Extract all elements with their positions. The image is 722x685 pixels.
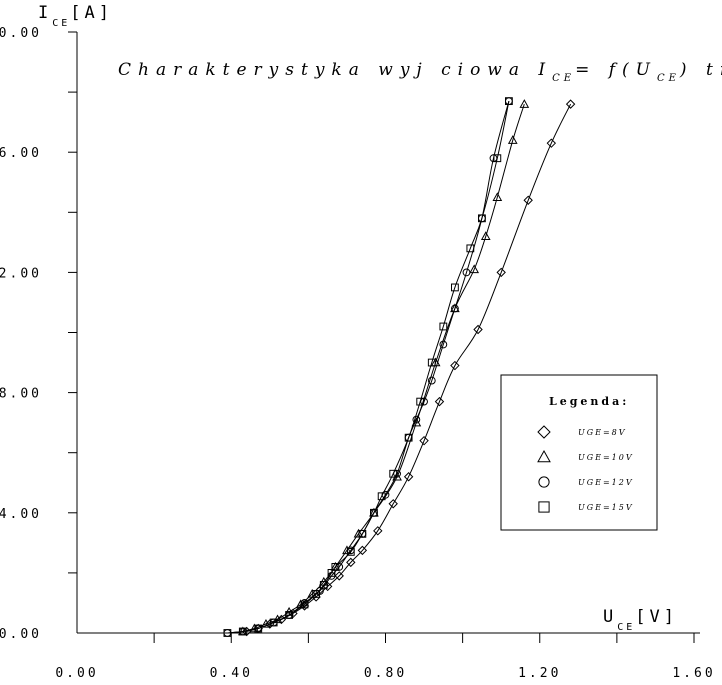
legend-entries: UGE=8V UGE=10V UGE=12V UGE=15V (537, 425, 634, 513)
legend-entry-label: UGE=12V (578, 478, 634, 487)
x-tick-label: 0.40 (210, 666, 253, 681)
data-point-square (389, 469, 398, 478)
data-point-circle (462, 268, 471, 277)
data-point-diamond (346, 557, 356, 568)
chart-title-suffix: ) tranzystora IGBT (679, 60, 722, 80)
legend-marker-square (538, 501, 550, 513)
data-point-square (404, 433, 413, 442)
data-point-diamond (373, 526, 383, 536)
legend-entry-label: UGE=10V (578, 453, 634, 462)
series-line (246, 103, 572, 632)
data-point-square (300, 600, 309, 609)
legend-entry-label: UGE=15V (578, 503, 634, 512)
data-point-circle (439, 340, 448, 349)
x-tick-label: 1.20 (518, 666, 561, 681)
data-point-triangle (261, 618, 271, 628)
legend-title: Legenda: (549, 395, 629, 408)
y-axis-label-main: I (38, 3, 52, 23)
data-point-square (505, 97, 513, 106)
legend-box (500, 374, 658, 531)
y-axis-label: ICE[A] (38, 3, 113, 29)
tick-labels: 0.00 0.40 0.80 1.20 1.60 0.00 4.00 8.00 12.00 16.… (0, 26, 715, 681)
data-point-square (416, 397, 425, 406)
data-point-diamond (419, 435, 429, 446)
y-tick-label: 12.00 (0, 266, 42, 281)
data-point-circle (412, 415, 421, 424)
data-point-diamond (523, 195, 533, 205)
data-point-diamond (403, 472, 414, 482)
data-point-square (427, 358, 436, 367)
data-point-diamond (496, 267, 506, 278)
data-point-diamond (334, 571, 344, 581)
data-point-square (285, 611, 293, 619)
series-line (227, 100, 510, 634)
data-point-triangle (519, 99, 530, 108)
chart-title-prefix-sub: CE (552, 73, 575, 84)
x-axis-label-sub: CE (617, 622, 635, 633)
legend-marker-triangle (537, 449, 551, 463)
data-point-square (312, 590, 320, 598)
series-line (227, 101, 510, 634)
y-axis-label-sub: CE (52, 18, 70, 29)
data-point-square (451, 283, 459, 292)
data-point-diamond (311, 592, 321, 602)
data-point-square (238, 627, 247, 636)
x-axis-label-unit: [V] (635, 607, 678, 627)
data-point-square (254, 624, 263, 633)
data-point-triangle (492, 192, 503, 201)
legend-marker-circle (538, 476, 550, 488)
series-line (242, 103, 525, 632)
data-point-square (466, 244, 475, 253)
series-markers (223, 97, 576, 637)
y-tick-label: 16.00 (0, 146, 42, 161)
data-point-diamond (565, 99, 576, 109)
data-point-square (439, 322, 448, 331)
series-curves (227, 100, 572, 634)
data-point-square (269, 618, 278, 627)
data-point-square (331, 562, 340, 571)
x-tick-label: 0.80 (364, 666, 407, 681)
data-point-circle (427, 376, 436, 385)
data-point-square (370, 508, 378, 517)
x-axis-label: UCE[V] (603, 607, 678, 633)
data-point-square (478, 214, 486, 223)
y-axis-label-unit: [A] (70, 3, 113, 23)
data-point-circle (451, 304, 459, 313)
data-point-diamond (434, 396, 445, 407)
data-point-square (346, 547, 355, 556)
y-tick-label: 4.00 (0, 507, 42, 522)
data-point-diamond (546, 138, 557, 148)
y-tick-label: 20.00 (0, 26, 42, 41)
data-point-triangle (469, 264, 480, 274)
data-point-triangle (480, 231, 491, 241)
data-point-diamond (473, 324, 483, 335)
ticks (68, 31, 695, 643)
data-point-square (493, 154, 502, 163)
y-tick-label: 8.00 (0, 387, 42, 402)
data-point-square (358, 529, 367, 538)
data-point-diamond (357, 545, 368, 556)
data-point-triangle (507, 135, 518, 144)
data-point-square (319, 581, 328, 589)
chart-title-mid: = f(U (575, 60, 657, 80)
axes (76, 32, 700, 634)
legend-marker-diamond (537, 425, 551, 439)
legend: Legenda: UGE=8V UGE=10V UGE=12V UGE=15V (500, 374, 658, 531)
data-point-square (223, 629, 232, 637)
x-tick-label: 1.60 (672, 666, 715, 681)
data-point-diamond (388, 499, 398, 509)
data-point-square (377, 492, 386, 501)
x-tick-label: 0.00 (55, 666, 98, 681)
legend-entry-label: UGE=8V (578, 428, 627, 437)
chart-title-prefix: Charakterystyka wyj ciowa I (118, 60, 552, 80)
data-point-diamond (450, 360, 460, 371)
x-axis-label-main: U (603, 607, 617, 627)
y-tick-label: 0.00 (0, 627, 42, 642)
chart-title: Charakterystyka wyj ciowa ICE= f(UCE) tr… (118, 60, 722, 84)
chart-title-mid-sub: CE (657, 73, 680, 84)
